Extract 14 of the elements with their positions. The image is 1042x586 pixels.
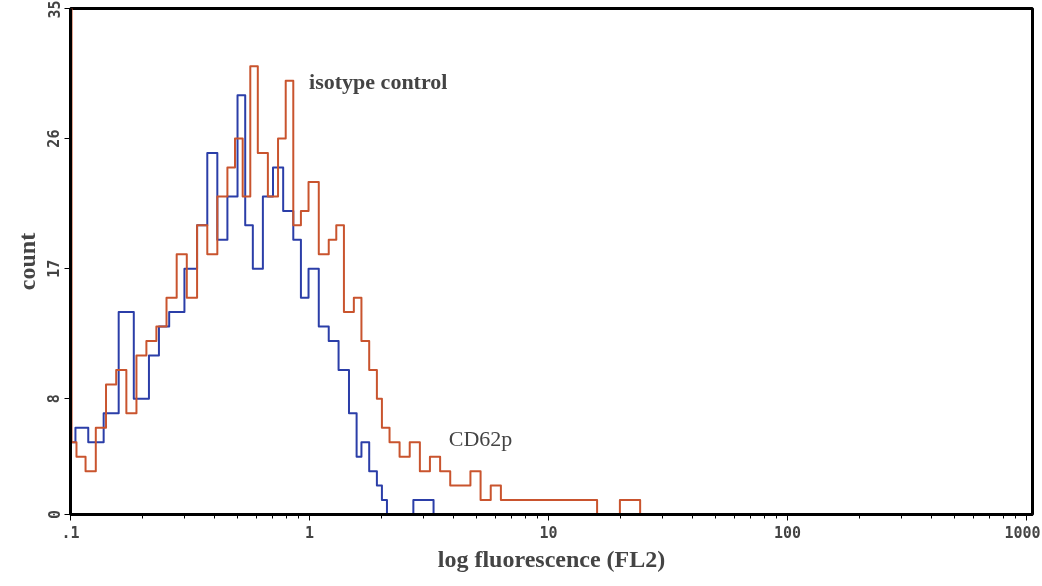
y-tick-label: 26: [45, 129, 64, 148]
annotation: CD62p: [448, 425, 513, 451]
y-tick-label: 0: [45, 509, 64, 520]
x-axis-title: log fluorescence (FL2): [437, 545, 666, 572]
y-tick-label: 17: [45, 259, 64, 278]
x-tick-label: 100: [773, 523, 802, 542]
x-tick-label: 1000: [1004, 523, 1041, 542]
x-tick-label: 1: [304, 523, 314, 542]
annotation: isotype control: [309, 68, 448, 94]
y-tick-label: 35: [45, 0, 64, 19]
y-axis-title: count: [13, 232, 40, 291]
x-tick-label: 10: [539, 523, 558, 542]
x-tick-label: .1: [61, 523, 80, 542]
y-tick-label: 8: [45, 394, 64, 404]
